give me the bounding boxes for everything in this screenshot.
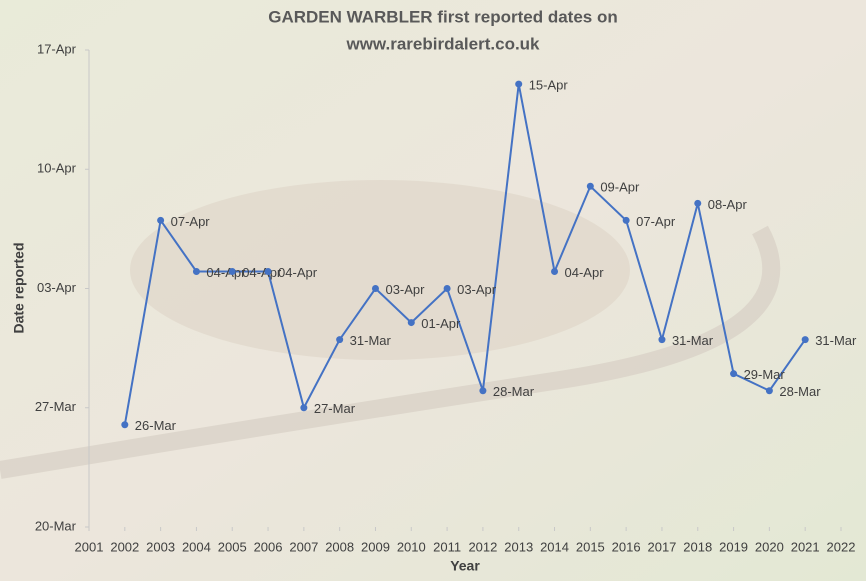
data-label: 04-Apr [206,265,246,280]
data-label: 09-Apr [600,180,640,195]
data-label: 31-Mar [672,333,714,348]
x-tick-label: 2004 [182,539,211,554]
point [192,267,200,275]
x-tick-label: 2011 [433,539,461,554]
point [443,285,451,292]
data-label: 27-Mar [314,401,356,416]
bird-shape [130,180,630,360]
point [801,336,809,344]
y-axis-title: Date reported [11,242,27,333]
point [694,199,702,207]
x-tick-label: 2002 [110,539,139,554]
data-label: 04-Apr [278,265,318,280]
point [515,80,523,88]
y-tick-label: 03-Apr [37,280,77,295]
chart-title: GARDEN WARBLER first reported dates on [268,7,617,26]
x-tick-label: 2014 [540,539,569,554]
data-label: 28-Mar [779,384,821,399]
x-tick-label: 2009 [361,539,390,554]
x-tick-label: 2010 [397,539,426,554]
x-tick-label: 2015 [576,539,605,554]
point [300,404,308,412]
x-tick-label: 2017 [647,539,676,554]
data-label: 28-Mar [493,384,535,399]
point [157,216,165,224]
data-label: 31-Mar [815,333,857,348]
x-tick-label: 2001 [75,539,104,554]
point [658,336,666,344]
point [264,267,272,275]
point [336,336,344,344]
point [407,319,415,327]
data-label: 31-Mar [350,333,392,348]
data-label: 03-Apr [385,282,425,297]
chart-subtitle: www.rarebirdalert.co.uk [345,34,540,53]
x-tick-label: 2006 [254,539,283,554]
data-label: 01-Apr [421,316,461,331]
point [622,216,630,224]
point [479,387,487,395]
x-tick-label: 2016 [612,539,641,554]
data-label: 15-Apr [529,78,569,93]
x-tick-label: 2018 [683,539,712,554]
y-tick-label: 27-Mar [35,399,77,414]
data-label: 29-Mar [744,367,786,382]
x-tick-label: 2012 [468,539,497,554]
data-label: 08-Apr [708,197,748,212]
x-tick-label: 2008 [325,539,354,554]
data-label: 04-Apr [565,265,605,280]
point [730,370,738,378]
x-tick-label: 2022 [827,539,856,554]
y-tick-label: 10-Apr [37,161,77,176]
x-tick-label: 2019 [719,539,748,554]
point [586,182,594,190]
data-label: 04-Apr [242,265,282,280]
data-label: 03-Apr [457,282,497,297]
x-tick-label: 2013 [504,539,533,554]
x-tick-label: 2003 [146,539,175,554]
x-tick-label: 2021 [791,539,820,554]
x-tick-label: 2020 [755,539,784,554]
y-tick-label: 20-Mar [35,518,77,533]
point [765,387,773,395]
y-tick-label: 17-Apr [37,41,77,56]
line [123,83,807,425]
data-label: 07-Apr [636,214,676,229]
x-axis-title: Year [450,558,480,574]
branch [0,225,781,479]
point [551,267,559,275]
point [228,267,236,275]
x-tick-label: 2005 [218,539,247,554]
data-label: 26-Mar [135,418,177,433]
x-tick-label: 2007 [289,539,318,554]
data-label: 07-Apr [171,214,211,229]
point [371,285,379,292]
point [121,421,129,429]
